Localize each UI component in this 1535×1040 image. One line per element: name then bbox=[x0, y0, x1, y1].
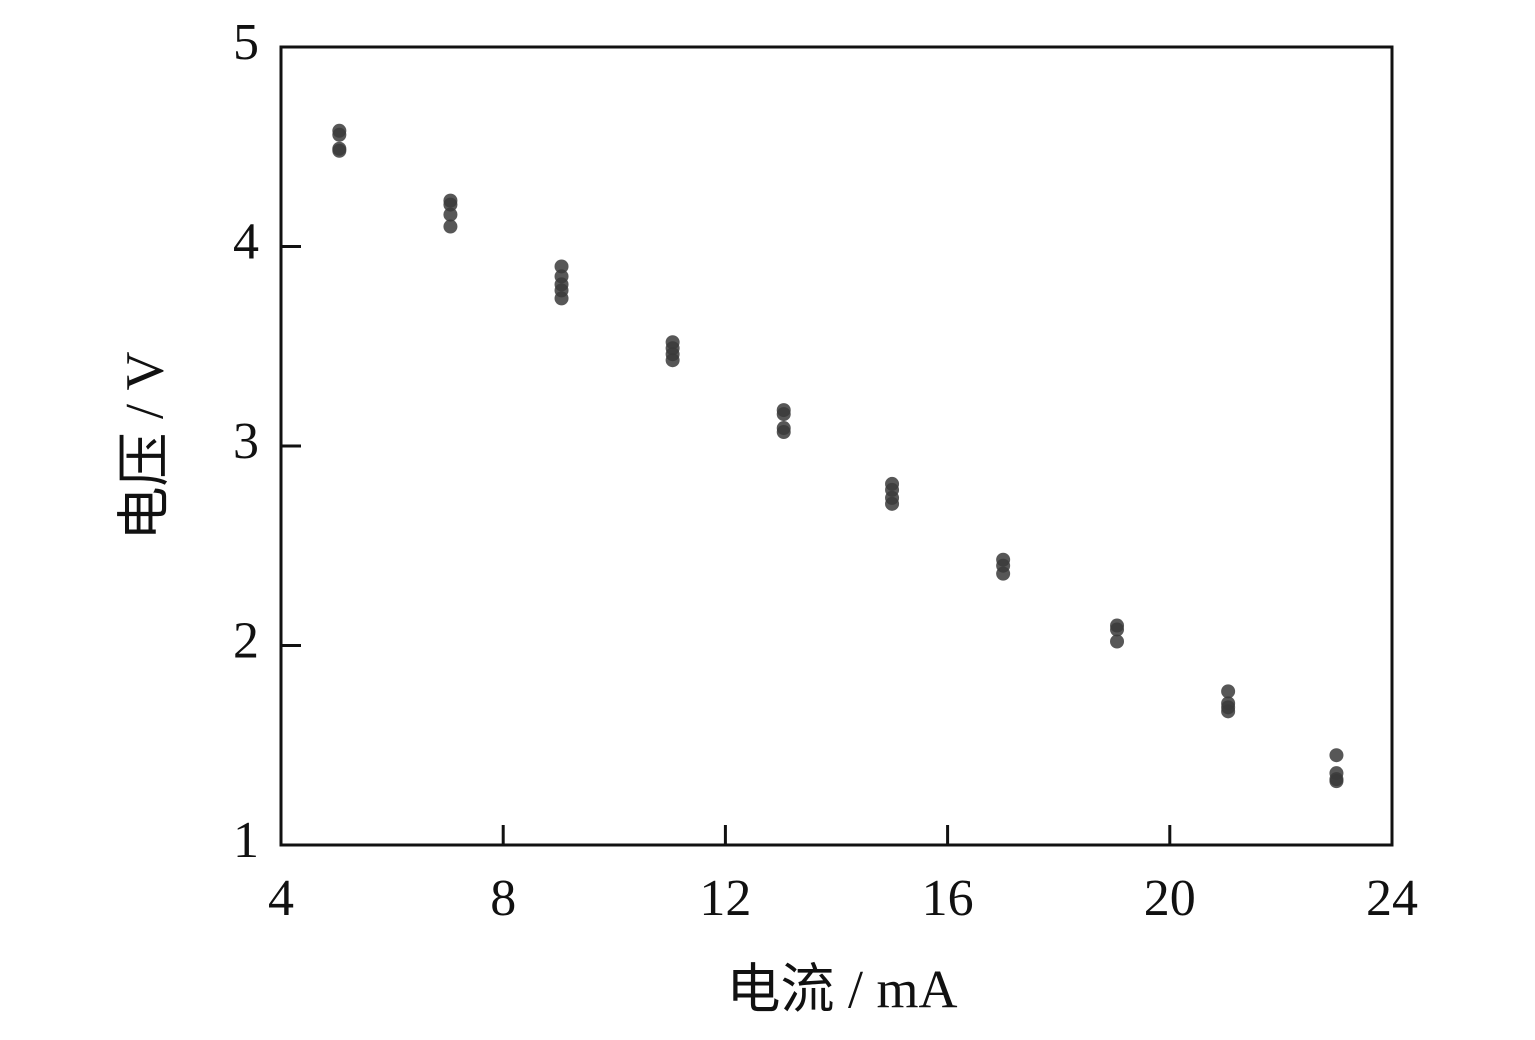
point bbox=[1329, 748, 1344, 763]
y-tick-label: 5 bbox=[233, 14, 259, 71]
point bbox=[776, 425, 791, 440]
point bbox=[554, 259, 569, 274]
x-tick-label: 16 bbox=[922, 870, 974, 927]
x-tick-label: 4 bbox=[268, 870, 294, 927]
point bbox=[443, 207, 458, 222]
y-tick-label: 2 bbox=[233, 612, 259, 669]
point bbox=[665, 353, 680, 368]
point bbox=[1329, 774, 1344, 789]
point bbox=[443, 219, 458, 234]
point bbox=[1110, 622, 1125, 637]
point bbox=[996, 566, 1011, 581]
point bbox=[1221, 704, 1236, 719]
point bbox=[1110, 634, 1125, 649]
point bbox=[332, 143, 347, 158]
point bbox=[776, 407, 791, 422]
x-tick-label: 24 bbox=[1366, 870, 1418, 927]
y-tick-label: 1 bbox=[233, 812, 259, 869]
y-tick-label: 3 bbox=[233, 413, 259, 470]
x-tick-label: 8 bbox=[490, 870, 516, 927]
x-tick-label: 12 bbox=[699, 870, 751, 927]
point bbox=[1221, 684, 1236, 699]
point bbox=[554, 291, 569, 306]
y-axis-title: 电压 / V bbox=[114, 351, 174, 540]
x-axis-title: 电流 / mA bbox=[726, 959, 957, 1019]
x-tick-label: 20 bbox=[1144, 870, 1196, 927]
point bbox=[885, 496, 900, 511]
point bbox=[332, 127, 347, 142]
plot-frame bbox=[279, 45, 1394, 847]
point bbox=[443, 197, 458, 212]
y-tick-label: 4 bbox=[233, 213, 259, 270]
